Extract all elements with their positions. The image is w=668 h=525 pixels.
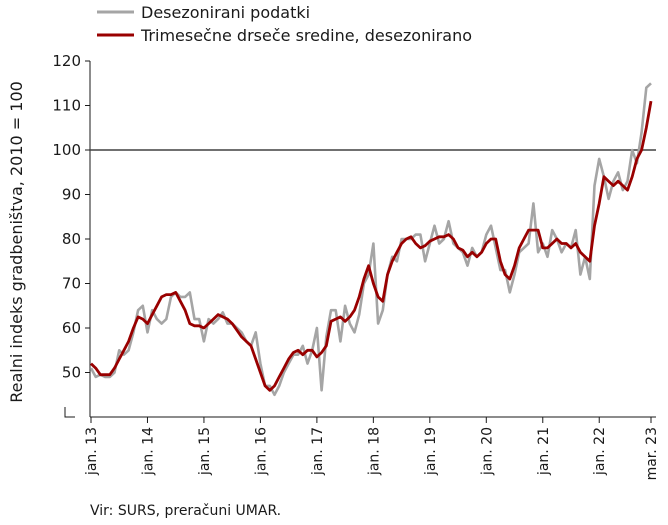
x-tick-label: mar. 23: [644, 427, 660, 480]
x-tick-label: jan. 14: [140, 427, 156, 476]
y-tick-label: 80: [62, 230, 81, 248]
legend-label-seasonally-adjusted: Desezonirani podatki: [141, 3, 310, 22]
axis-break-mark: [64, 407, 75, 418]
x-tick-label: jan. 19: [423, 427, 439, 476]
x-tick-label: jan. 13: [84, 427, 100, 476]
x-tick-label: jan. 15: [197, 427, 213, 476]
y-tick-label: 90: [62, 186, 81, 204]
x-tick-label: jan. 22: [592, 427, 608, 476]
y-tick-label: 60: [62, 319, 81, 337]
x-tick-label: jan. 20: [479, 427, 495, 476]
x-tick-label: jan. 21: [536, 427, 552, 476]
y-tick-label: 70: [62, 275, 81, 293]
legend-label-moving-average: Trimesečne drseče sredine, desezonirano: [140, 26, 472, 45]
x-ticks: jan. 13 jan. 14 jan. 15 jan. 16 jan. 17 jan. …: [84, 417, 660, 480]
y-tick-label: 110: [52, 97, 81, 115]
x-tick-label: jan. 16: [253, 427, 269, 476]
y-tick-label: 120: [52, 52, 81, 70]
y-axis-label: Realni indeks gradbeništva, 2010 = 100: [7, 81, 26, 403]
source-note: Vir: SURS, preračuni UMAR.: [90, 503, 281, 519]
x-tick-label: jan. 18: [366, 427, 382, 476]
legend: Desezonirani podatki Trimesečne drseče s…: [97, 3, 472, 45]
y-ticks: 50 60 70 80 90 100 110 120: [52, 52, 90, 382]
series-line-seasonally-adjusted: [89, 82, 652, 397]
x-tick-label: jan. 17: [310, 427, 326, 476]
series-line-moving-average: [90, 100, 653, 392]
y-tick-label: 50: [62, 364, 81, 382]
y-tick-label: 100: [52, 141, 81, 159]
